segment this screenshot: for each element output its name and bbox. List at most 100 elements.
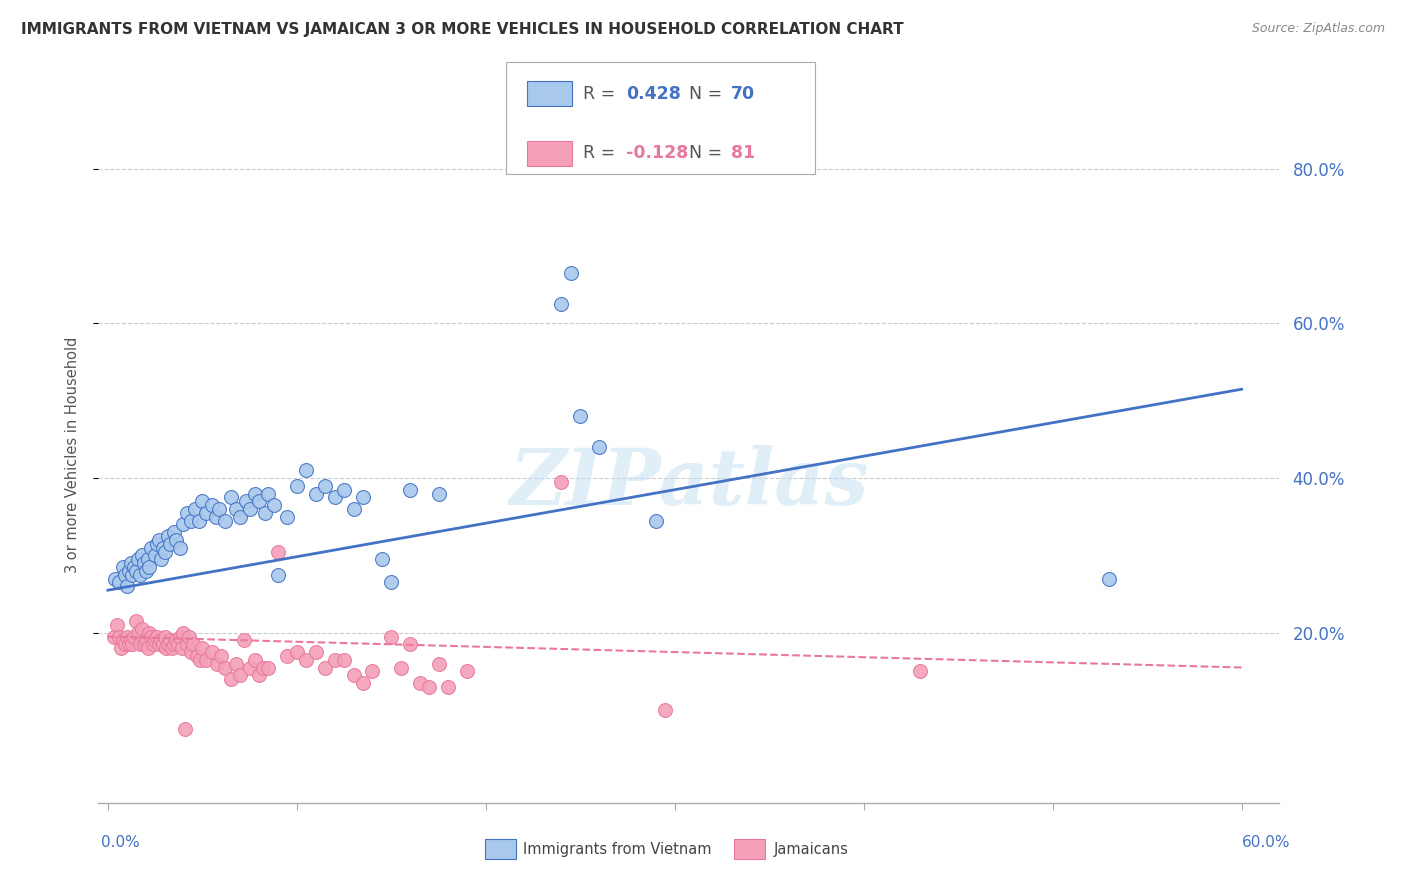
Point	[380, 575, 402, 590]
Point	[141, 541, 163, 555]
Point	[263, 498, 285, 512]
Point	[132, 637, 155, 651]
Point	[195, 506, 218, 520]
Point	[103, 630, 125, 644]
Point	[247, 494, 270, 508]
Point	[208, 502, 231, 516]
Point	[389, 660, 412, 674]
Point	[245, 653, 267, 667]
Point	[127, 552, 149, 566]
Point	[560, 266, 582, 280]
Text: N =: N =	[689, 85, 728, 103]
Point	[184, 502, 207, 516]
Point	[910, 665, 932, 679]
Point	[276, 648, 298, 663]
Text: Immigrants from Vietnam: Immigrants from Vietnam	[523, 842, 711, 856]
Text: Source: ZipAtlas.com: Source: ZipAtlas.com	[1251, 22, 1385, 36]
Point	[125, 614, 148, 628]
Point	[132, 556, 155, 570]
Point	[153, 544, 176, 558]
Point	[201, 645, 224, 659]
Point	[149, 633, 172, 648]
Point	[125, 564, 148, 578]
Point	[588, 440, 610, 454]
Point	[247, 668, 270, 682]
Point	[141, 630, 163, 644]
Point	[131, 549, 153, 563]
Point	[124, 560, 146, 574]
Point	[148, 637, 170, 651]
Text: 81: 81	[731, 145, 755, 162]
Point	[111, 633, 134, 648]
Point	[142, 637, 165, 651]
Point	[399, 483, 422, 497]
Point	[165, 633, 187, 648]
Point	[138, 560, 160, 574]
Point	[114, 637, 136, 651]
Point	[342, 668, 364, 682]
Point	[352, 676, 374, 690]
Point	[569, 409, 592, 424]
Point	[129, 567, 152, 582]
Point	[120, 556, 142, 570]
Point	[314, 479, 336, 493]
Point	[295, 463, 318, 477]
Point	[456, 665, 478, 679]
Point	[219, 672, 242, 686]
Point	[257, 486, 280, 500]
Point	[180, 514, 202, 528]
Point	[181, 637, 204, 651]
Point	[143, 633, 166, 648]
Point	[380, 630, 402, 644]
Point	[135, 633, 157, 648]
Point	[323, 653, 346, 667]
Point	[115, 579, 138, 593]
Point	[143, 549, 166, 563]
Point	[201, 498, 224, 512]
Text: N =: N =	[689, 145, 728, 162]
Point	[159, 633, 181, 648]
Point	[104, 572, 127, 586]
Point	[257, 660, 280, 674]
Point	[108, 575, 131, 590]
Point	[186, 648, 208, 663]
Point	[136, 552, 159, 566]
Point	[195, 653, 218, 667]
Text: IMMIGRANTS FROM VIETNAM VS JAMAICAN 3 OR MORE VEHICLES IN HOUSEHOLD CORRELATION : IMMIGRANTS FROM VIETNAM VS JAMAICAN 3 OR…	[21, 22, 904, 37]
Point	[172, 517, 194, 532]
Point	[138, 625, 160, 640]
Point	[146, 630, 169, 644]
Point	[191, 494, 214, 508]
Point	[229, 668, 252, 682]
Point	[333, 653, 356, 667]
Point	[136, 641, 159, 656]
Point	[267, 544, 290, 558]
Point	[121, 567, 143, 582]
Point	[253, 506, 276, 520]
Point	[418, 680, 440, 694]
Point	[176, 506, 198, 520]
Point	[157, 637, 180, 651]
Point	[654, 703, 676, 717]
Point	[252, 660, 274, 674]
Point	[187, 514, 209, 528]
Point	[427, 657, 450, 671]
Point	[408, 676, 430, 690]
Point	[169, 630, 191, 644]
Point	[169, 541, 191, 555]
Point	[191, 641, 214, 656]
Point	[170, 641, 193, 656]
Point	[163, 525, 186, 540]
Point	[121, 637, 143, 651]
Point	[235, 494, 257, 508]
Point	[152, 637, 174, 651]
Point	[323, 491, 346, 505]
Point	[232, 633, 254, 648]
Point	[427, 486, 450, 500]
Point	[229, 509, 252, 524]
Point	[399, 637, 422, 651]
Point	[550, 475, 572, 489]
Point	[267, 567, 290, 582]
Point	[174, 723, 197, 737]
Point	[111, 560, 134, 574]
